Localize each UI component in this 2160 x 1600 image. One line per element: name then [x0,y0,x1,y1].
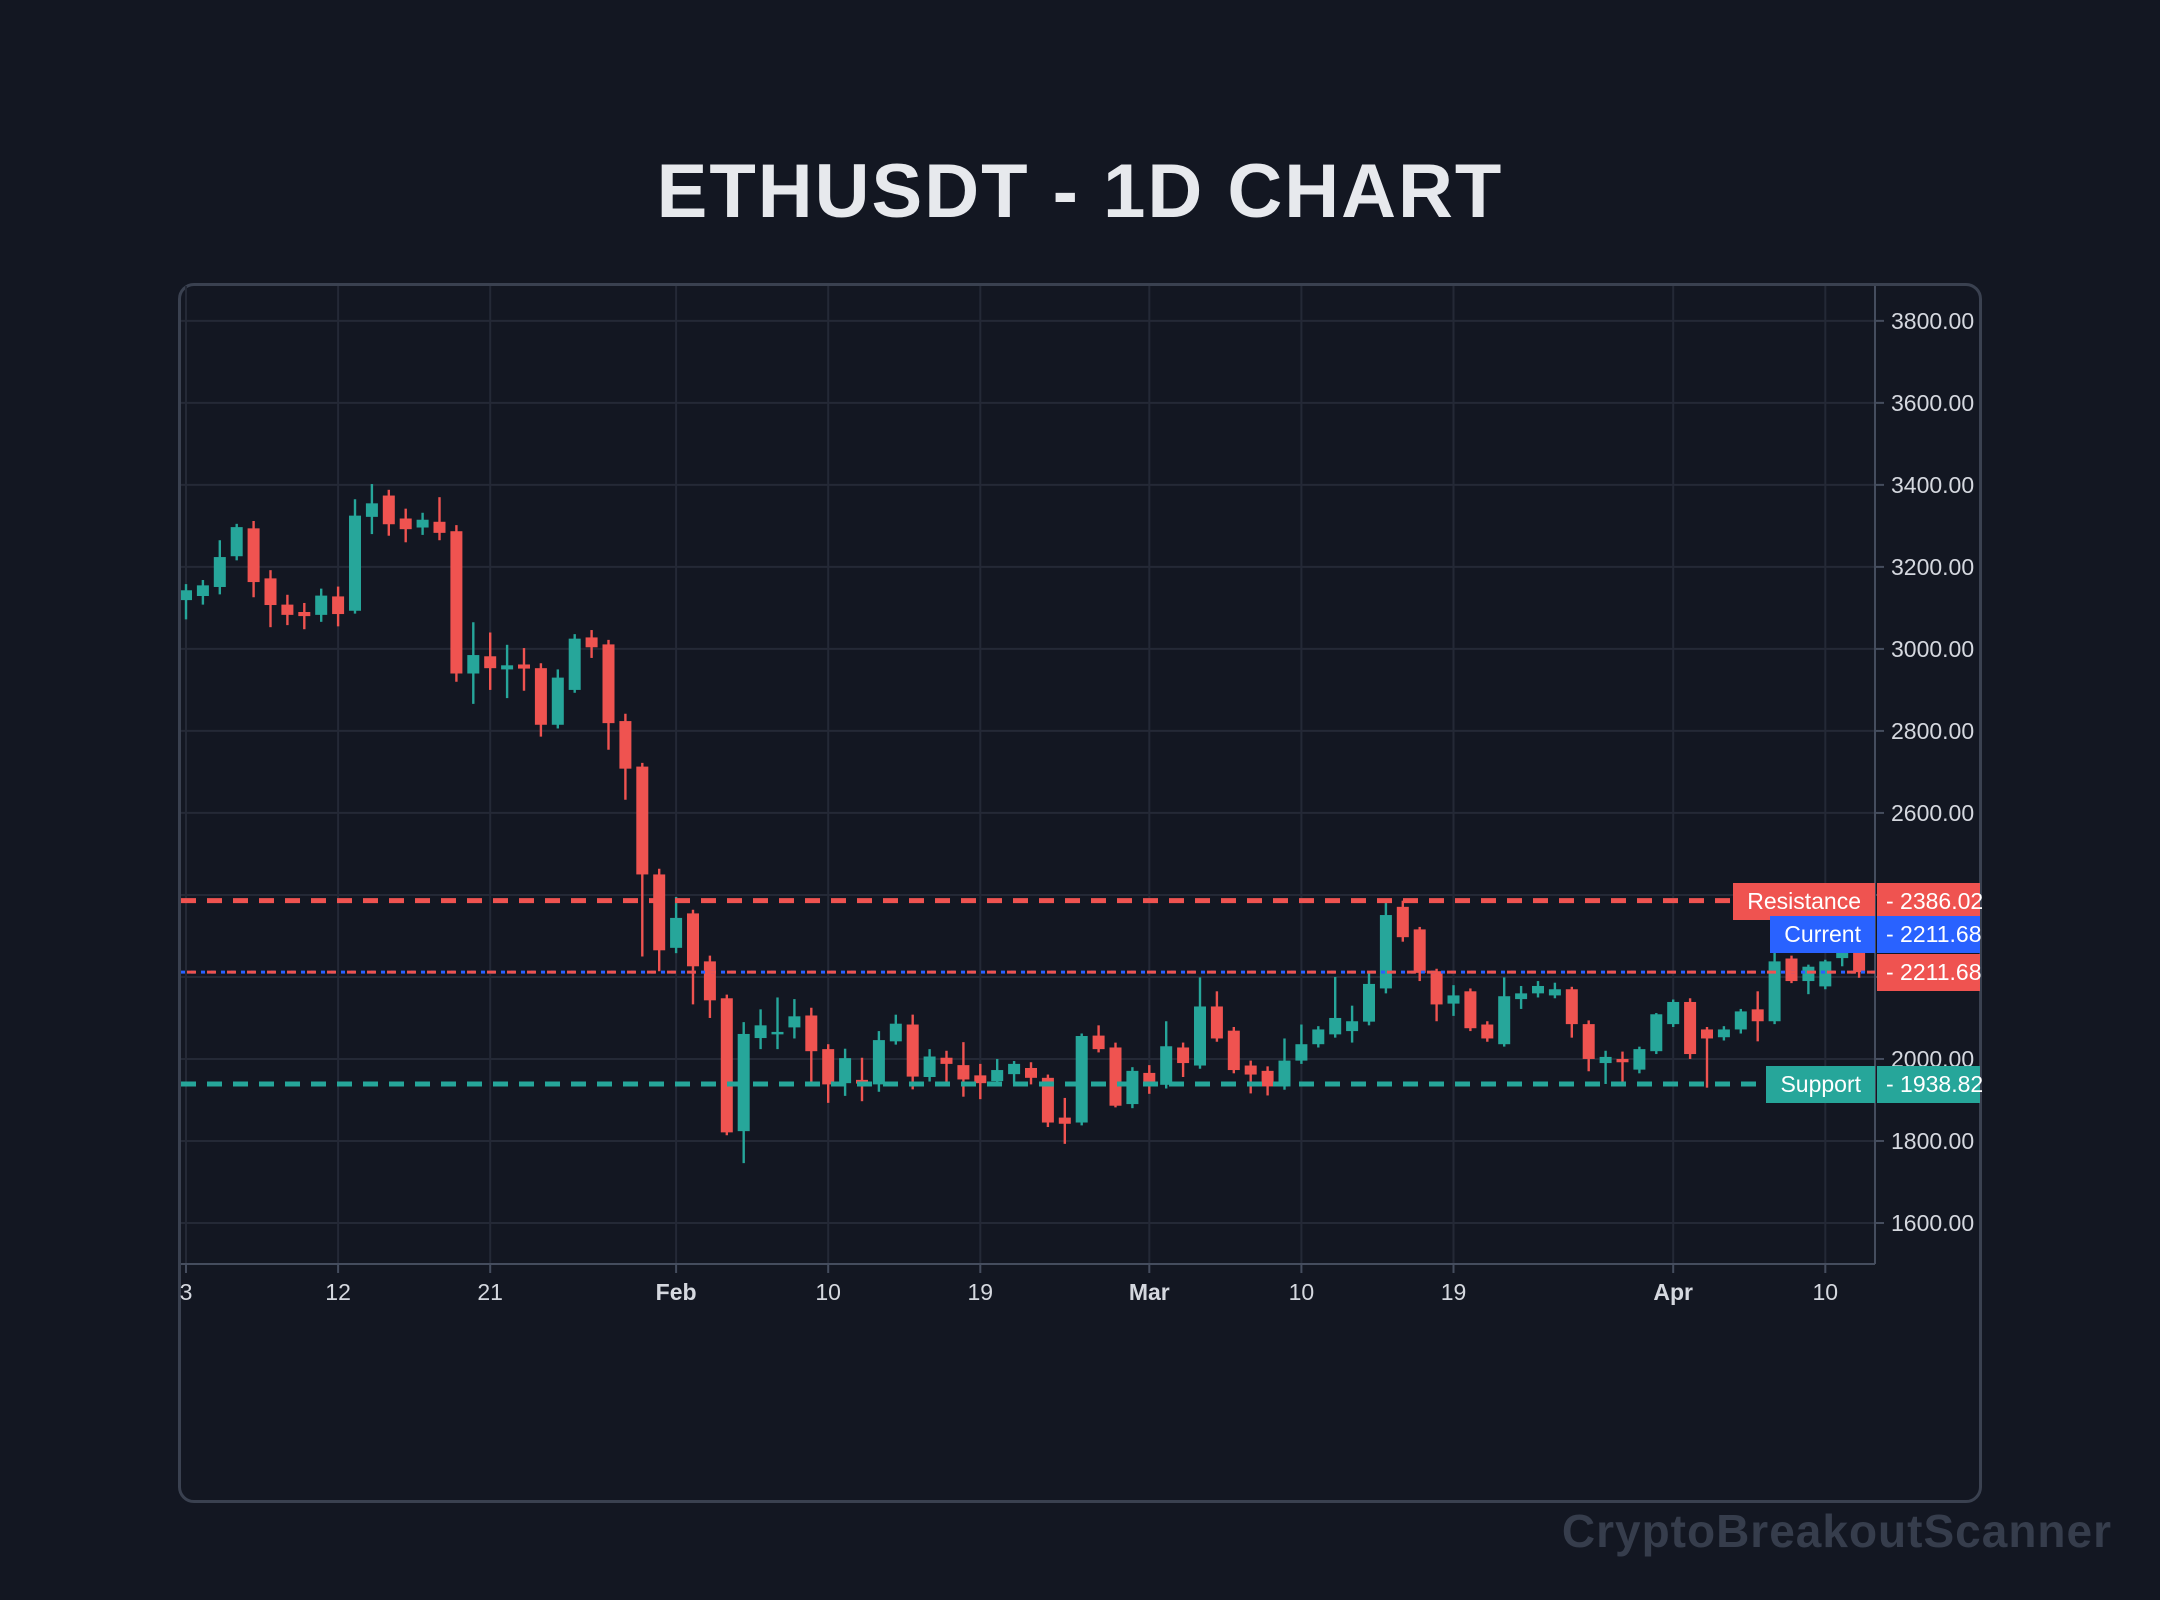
candles-group [181,484,1866,1164]
time-axis-label: 19 [1440,1279,1467,1305]
current-annotation-price-text: - 2211.68 [1886,921,1982,948]
chart-panel: 3800.00 3600.00 3400.00 3200.00 3000.00 2800.… [178,283,1984,1503]
price-axis-label: 1600.00 [1891,1209,1975,1236]
time-axis-label: 3 [179,1279,193,1305]
time-axis-label: 10 [1288,1279,1315,1305]
current-annotation: Current - 2211.68 [181,916,1982,954]
time-axis-label: Apr [1653,1279,1693,1305]
last-price-text: - 2211.68 [1886,959,1982,986]
time-axis-label: Mar [1128,1279,1170,1305]
price-axis-label: 2800.00 [1891,717,1975,744]
current-label-text: Current [1784,921,1861,948]
last-price-tag: - 2211.68 [1877,954,1982,992]
price-axis-label: 2600.00 [1891,799,1975,826]
price-axis-label: 3000.00 [1891,635,1975,662]
support-label-text: Support [1780,1071,1861,1098]
page-title: ETHUSDT - 1D CHART [656,149,1504,234]
resistance-price-text: - 2386.02 [1886,887,1984,914]
price-axis-label: 3400.00 [1891,471,1975,498]
price-axis-label: 1800.00 [1891,1127,1975,1154]
support-price-text: - 1938.82 [1886,1071,1984,1098]
resistance-label-text: Resistance [1747,887,1861,914]
time-axis-label: 19 [967,1279,994,1305]
watermark: CryptoBreakoutScanner [1561,1505,2112,1557]
time-axis-label: Feb [655,1279,697,1305]
resistance-label: Resistance [1733,882,1875,920]
resistance-annotation: Resistance - 2386.02 [181,882,1984,920]
level-lines [181,898,1875,1087]
price-axis-label: 3600.00 [1891,389,1975,416]
current-annotation-price-tag: - 2211.68 [1877,916,1982,954]
time-axis-label: 10 [1812,1279,1839,1305]
price-axis-label: 3800.00 [1891,307,1975,334]
resistance-price-tag: - 2386.02 [1877,882,1984,920]
time-axis-label: 21 [477,1279,503,1305]
support-price-tag: - 1938.82 [1877,1066,1984,1104]
axis-lines [181,286,1884,1273]
time-axis-label: 12 [325,1279,351,1305]
support-label: Support [1766,1066,1875,1104]
price-axis-label: 3200.00 [1891,553,1975,580]
current-label: Current [1770,916,1875,954]
time-axis-label: 10 [815,1279,841,1305]
support-annotation: Support - 1938.82 [181,1066,1984,1104]
grid-lines [181,286,1875,1264]
